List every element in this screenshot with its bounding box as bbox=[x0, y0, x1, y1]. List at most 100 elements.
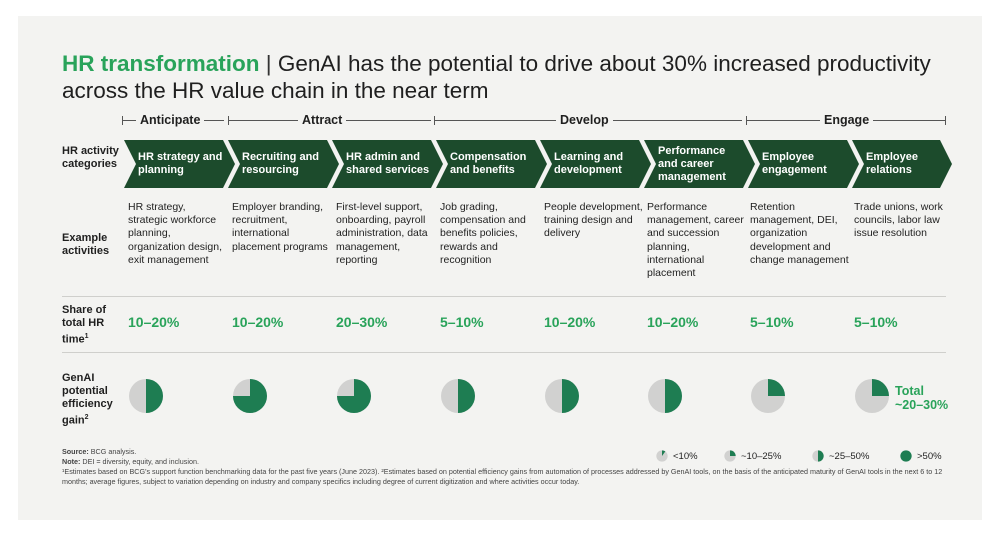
pie-quarter-icon bbox=[724, 450, 736, 462]
activity-text-7: Retention management, DEI, organization … bbox=[750, 201, 849, 266]
phase-label: Develop bbox=[556, 113, 613, 127]
chevron-shape bbox=[436, 140, 547, 188]
source-note: Source: BCG analysis. bbox=[62, 447, 136, 457]
page-title: HR transformation | GenAI has the potent… bbox=[62, 50, 942, 104]
chevron-category-8: Employee relations bbox=[852, 140, 963, 188]
row-label-gain: GenAI potential efficiency gain2 bbox=[62, 372, 124, 428]
gain-pie-4 bbox=[440, 378, 476, 419]
share-label-sup: 1 bbox=[84, 333, 89, 340]
pie-quarter-icon bbox=[855, 379, 889, 413]
gain-pie-2 bbox=[232, 378, 268, 419]
chevron-label: Employee relations bbox=[866, 151, 918, 176]
activity-text-4: Job grading, compensation and benefits p… bbox=[440, 201, 526, 266]
share-label-text: Share of total HR time bbox=[62, 304, 107, 346]
chevron-shape bbox=[332, 140, 443, 188]
phase-label: Engage bbox=[820, 113, 874, 127]
share-value-6: 10–20% bbox=[647, 314, 699, 330]
legend-10-25: ~10–25% bbox=[724, 450, 781, 462]
gain-pie-8 bbox=[854, 378, 890, 419]
total-gain: Total ~20–30% bbox=[895, 384, 948, 412]
row-label-share: Share of total HR time1 bbox=[62, 304, 122, 347]
phase-attract: Attract bbox=[228, 112, 431, 130]
phase-label: Anticipate bbox=[136, 113, 205, 127]
chevron-category-2: Recruiting and resourcing bbox=[228, 140, 339, 188]
activity-text-8: Trade unions, work councils, labor law i… bbox=[854, 201, 943, 240]
legend-label: ~25–50% bbox=[829, 450, 870, 462]
legend-label: <10% bbox=[673, 450, 698, 462]
gain-label-sup: 2 bbox=[84, 414, 89, 421]
chevron-label: HR admin and shared services bbox=[346, 151, 430, 176]
legend-label: ~10–25% bbox=[741, 450, 782, 462]
chevron-shape bbox=[748, 140, 859, 188]
chevron-label: HR strategy and planning bbox=[138, 151, 223, 176]
pie-three-quarter-icon bbox=[233, 379, 267, 413]
activity-text-3: First-level support, onboarding, payroll… bbox=[336, 201, 428, 266]
gain-label-text: GenAI potential efficiency gain bbox=[62, 372, 113, 427]
row-label-activities: Example activities bbox=[62, 232, 110, 257]
title-highlight: HR transformation bbox=[62, 51, 260, 76]
chevron-shape bbox=[124, 140, 235, 188]
row-divider bbox=[62, 296, 946, 297]
note-text: DEI = diversity, equity, and inclusion. bbox=[82, 457, 199, 466]
pie-half-icon bbox=[812, 450, 824, 462]
row-label-categories: HR activity categories bbox=[62, 145, 119, 170]
pie-sliver-icon bbox=[656, 450, 668, 462]
gain-pie-6 bbox=[647, 378, 683, 419]
activity-text-5: People development, training design and … bbox=[544, 201, 643, 240]
chevron-category-1: HR strategy and planning bbox=[124, 140, 235, 188]
chevron-category-3: HR admin and shared services bbox=[332, 140, 443, 188]
footnote-text: ¹Estimates based on BCG's support functi… bbox=[62, 467, 943, 486]
share-value-3: 20–30% bbox=[336, 314, 388, 330]
activity-text-6: Performance management, career and succe… bbox=[647, 201, 744, 280]
activity-text-1: HR strategy, strategic workforce plannin… bbox=[128, 201, 222, 266]
share-value-8: 5–10% bbox=[854, 314, 898, 330]
pie-half-icon bbox=[545, 379, 579, 413]
legend-lt10: <10% bbox=[656, 450, 698, 462]
share-value-5: 10–20% bbox=[544, 314, 596, 330]
note-label: Note: bbox=[62, 457, 81, 466]
legend-25-50: ~25–50% bbox=[812, 450, 869, 462]
chevron-label: Compensation and benefits bbox=[450, 151, 527, 176]
pie-quarter-icon bbox=[751, 379, 785, 413]
chevron-shape bbox=[228, 140, 339, 188]
chevron-label: Learning and development bbox=[554, 151, 624, 176]
chevron-shape bbox=[852, 140, 952, 188]
row-divider bbox=[62, 352, 946, 353]
share-value-1: 10–20% bbox=[128, 314, 180, 330]
phase-anticipate: Anticipate bbox=[122, 112, 224, 130]
phase-label: Attract bbox=[298, 113, 347, 127]
share-value-7: 5–10% bbox=[750, 314, 794, 330]
chevron-label: Performance and career management bbox=[658, 144, 726, 183]
legend-label: >50% bbox=[917, 450, 942, 462]
total-label: Total bbox=[895, 384, 924, 398]
pie-half-icon bbox=[441, 379, 475, 413]
note-line: Note: DEI = diversity, equity, and inclu… bbox=[62, 457, 199, 467]
gain-pie-5 bbox=[544, 378, 580, 419]
chevron-category-7: Employee engagement bbox=[748, 140, 859, 188]
pie-full-icon bbox=[900, 450, 912, 462]
pie-half-icon bbox=[129, 379, 163, 413]
gain-pie-3 bbox=[336, 378, 372, 419]
gain-pie-1 bbox=[128, 378, 164, 419]
activity-text-2: Employer branding, recruitment, internat… bbox=[232, 201, 328, 253]
legend-gt50: >50% bbox=[900, 450, 942, 462]
title-separator: | bbox=[265, 51, 272, 76]
total-value: ~20–30% bbox=[895, 398, 949, 412]
chevron-shape bbox=[540, 140, 651, 188]
source-label: Source: bbox=[62, 447, 89, 456]
chevron-category-6: Performance and career management bbox=[644, 140, 755, 188]
chevron-label: Employee engagement bbox=[762, 151, 827, 176]
pie-half-icon bbox=[648, 379, 682, 413]
gain-pie-7 bbox=[750, 378, 786, 419]
title-text: GenAI has the potential to drive about 3… bbox=[62, 51, 931, 103]
content-panel bbox=[18, 16, 982, 520]
chevron-category-5: Learning and development bbox=[540, 140, 651, 188]
chevron-category-4: Compensation and benefits bbox=[436, 140, 547, 188]
chevron-shape bbox=[644, 140, 755, 188]
share-value-2: 10–20% bbox=[232, 314, 284, 330]
source-text: BCG analysis. bbox=[90, 447, 137, 456]
phase-develop: Develop bbox=[434, 112, 742, 130]
chevron-label: Recruiting and resourcing bbox=[242, 151, 320, 176]
share-value-4: 5–10% bbox=[440, 314, 484, 330]
pie-three-quarter-icon bbox=[337, 379, 371, 413]
